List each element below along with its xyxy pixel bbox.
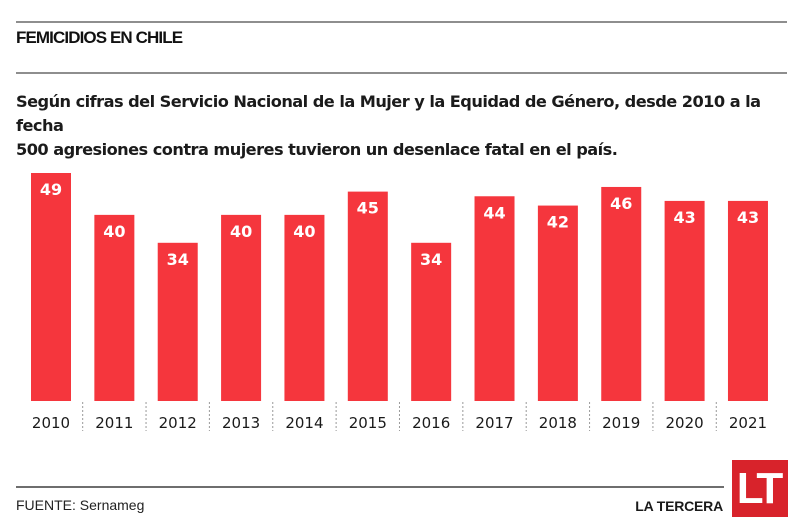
bar-value-label: 40 — [230, 222, 252, 241]
bar-value-label: 34 — [167, 250, 189, 269]
footer-divider — [16, 486, 724, 488]
x-tick-label: 2016 — [412, 414, 450, 432]
x-tick-label: 2011 — [95, 414, 133, 432]
x-tick-label: 2015 — [349, 414, 387, 432]
x-tick-label: 2012 — [159, 414, 197, 432]
subtitle-line-2: 500 agresiones contra mujeres tuvieron u… — [16, 140, 618, 159]
bar-value-label: 44 — [483, 203, 505, 222]
chart-subtitle: Según cifras del Servicio Nacional de la… — [16, 90, 796, 162]
bar-value-label: 43 — [737, 208, 759, 227]
brand-name: LA TERCERA — [635, 498, 723, 514]
top-divider — [16, 21, 787, 23]
title-divider — [16, 72, 787, 74]
x-tick-label: 2010 — [32, 414, 70, 432]
bar-2014 — [284, 214, 325, 401]
x-tick-label: 2021 — [729, 414, 767, 432]
bar-value-label: 45 — [357, 199, 379, 218]
bar-2019 — [601, 186, 642, 401]
x-tick-label: 2017 — [475, 414, 513, 432]
bar-value-label: 49 — [40, 180, 62, 199]
bar-2018 — [537, 205, 578, 401]
x-tick-label: 2019 — [602, 414, 640, 432]
bar-2016 — [411, 242, 452, 401]
bar-value-label: 42 — [547, 213, 569, 232]
logo-text: LT — [736, 463, 783, 513]
subtitle-line-1: Según cifras del Servicio Nacional de la… — [16, 92, 761, 135]
x-tick-label: 2013 — [222, 414, 260, 432]
bar-2011 — [94, 214, 135, 401]
chart-title: FEMICIDIOS EN CHILE — [16, 28, 183, 47]
bar-2017 — [474, 196, 515, 401]
x-tick-label: 2018 — [539, 414, 577, 432]
source-note: FUENTE: Sernameg — [16, 497, 145, 513]
separators-group — [82, 402, 717, 431]
bars-group: 49 40 34 40 40 45 34 44 42 46 43 43 — [31, 173, 768, 401]
bar-2010 — [31, 173, 71, 401]
bar-2020 — [664, 200, 705, 401]
bar-2013 — [221, 214, 262, 401]
la-tercera-logo: LT — [732, 460, 788, 517]
bar-2021 — [727, 200, 768, 401]
bar-value-label: 40 — [103, 222, 125, 241]
bar-2012 — [157, 242, 198, 401]
bar-value-label: 43 — [673, 208, 695, 227]
bar-2015 — [347, 191, 388, 401]
x-tick-label: 2014 — [285, 414, 323, 432]
bar-value-label: 34 — [420, 250, 442, 269]
bar-value-label: 40 — [293, 222, 315, 241]
x-tick-label: 2020 — [666, 414, 704, 432]
x-axis-labels: 2010 2011 2012 2013 2014 2015 2016 2017 2018 2019… — [32, 414, 767, 432]
bar-value-label: 46 — [610, 194, 632, 213]
